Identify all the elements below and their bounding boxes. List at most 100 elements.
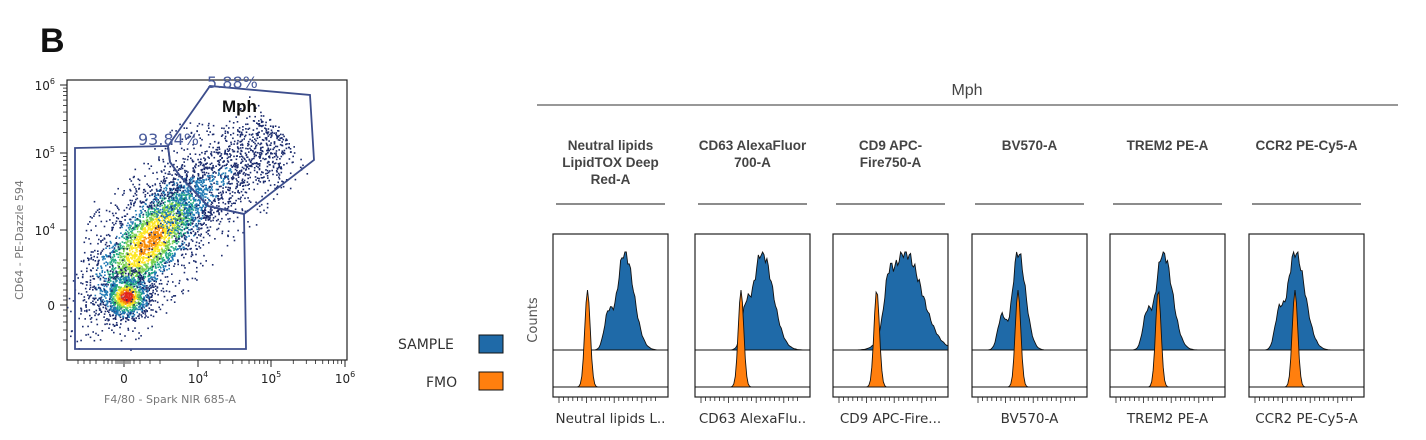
event-dot (127, 275, 130, 278)
event-dot (224, 135, 227, 138)
event-dot (283, 152, 286, 155)
event-dot (263, 158, 266, 161)
event-dot (189, 229, 192, 231)
event-dot (163, 268, 165, 271)
event-dot (225, 186, 227, 188)
event-dot (233, 150, 236, 153)
event-dot (109, 255, 111, 257)
event-dot (114, 222, 117, 225)
event-dot (97, 263, 99, 265)
event-dot (240, 150, 243, 152)
event-dot (122, 306, 124, 308)
event-dot (241, 166, 244, 169)
event-dot (146, 232, 149, 234)
event-dot (121, 256, 123, 258)
event-dot (257, 134, 259, 136)
event-dot (202, 175, 204, 178)
event-dot (185, 170, 188, 172)
event-dot (209, 217, 211, 219)
event-dot (194, 218, 197, 221)
event-dot (273, 152, 276, 155)
event-dot (126, 313, 128, 315)
event-dot (211, 174, 213, 177)
event-dot (230, 164, 232, 167)
event-dot (121, 290, 123, 292)
event-dot (105, 304, 107, 307)
event-dot (225, 191, 227, 194)
event-dot (171, 242, 174, 245)
event-dot (152, 226, 154, 228)
event-dot (197, 186, 200, 189)
event-dot (218, 192, 220, 194)
event-dot (136, 248, 138, 251)
event-dot (114, 278, 117, 280)
event-dot (85, 291, 88, 293)
event-dot (119, 227, 121, 229)
event-dot (258, 152, 261, 154)
event-dot (142, 292, 144, 295)
event-dot (164, 172, 167, 175)
event-dot (130, 203, 132, 206)
event-dot (229, 183, 232, 185)
event-dot (159, 223, 161, 226)
event-dot (117, 248, 120, 251)
event-dot (103, 285, 106, 287)
event-dot (160, 266, 162, 269)
event-dot (136, 254, 138, 256)
event-dot (138, 276, 140, 279)
event-dot (236, 134, 239, 136)
event-dot (167, 214, 170, 216)
event-dot (192, 136, 195, 138)
event-dot (153, 261, 155, 264)
event-dot (183, 215, 185, 217)
event-dot (222, 181, 225, 183)
event-dot (175, 222, 177, 224)
event-dot (256, 151, 259, 154)
event-dot (262, 121, 264, 123)
event-dot (109, 219, 111, 221)
event-dot (228, 198, 230, 200)
event-dot (142, 279, 145, 282)
event-dot (261, 139, 264, 141)
event-dot (161, 224, 163, 226)
event-dot (143, 285, 146, 288)
event-dot (117, 246, 120, 248)
event-dot (150, 261, 153, 263)
event-dot (125, 237, 128, 239)
event-dot (201, 138, 203, 141)
event-dot (235, 178, 238, 180)
event-dot (150, 295, 153, 298)
event-dot (187, 209, 189, 211)
event-dot (186, 158, 189, 161)
event-dot (191, 181, 194, 183)
event-dot (161, 260, 164, 263)
event-dot (245, 123, 247, 126)
event-dot (103, 287, 105, 290)
event-dot (146, 205, 149, 208)
event-dot (168, 183, 171, 185)
event-dot (126, 245, 128, 248)
event-dot (176, 221, 179, 224)
event-dot (192, 176, 195, 179)
event-dot (213, 151, 215, 153)
event-dot (141, 267, 144, 270)
event-dot (104, 274, 106, 276)
event-dot (138, 308, 140, 310)
event-dot (152, 240, 155, 243)
event-dot (80, 270, 83, 272)
event-dot (100, 265, 102, 267)
event-dot (105, 209, 108, 212)
event-dot (153, 286, 155, 288)
event-dot (107, 277, 110, 280)
event-dot (167, 200, 170, 203)
event-dot (165, 228, 168, 230)
event-dot (105, 277, 107, 280)
event-dot (172, 177, 175, 179)
event-dot (105, 264, 107, 267)
event-dot (144, 195, 146, 198)
event-dot (212, 217, 215, 219)
event-dot (151, 250, 153, 253)
event-dot (147, 206, 150, 209)
event-dot (272, 148, 274, 151)
event-dot (212, 175, 215, 178)
